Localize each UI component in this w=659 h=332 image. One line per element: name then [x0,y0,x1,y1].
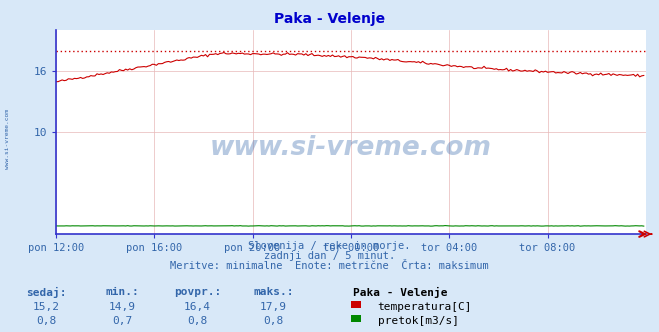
Text: sedaj:: sedaj: [26,287,67,298]
Text: Paka - Velenje: Paka - Velenje [274,12,385,26]
Text: zadnji dan / 5 minut.: zadnji dan / 5 minut. [264,251,395,261]
Text: povpr.:: povpr.: [174,287,221,297]
Text: 0,8: 0,8 [188,316,208,326]
Text: 17,9: 17,9 [260,302,287,312]
Text: www.si-vreme.com: www.si-vreme.com [210,135,492,161]
Text: 0,7: 0,7 [112,316,132,326]
Text: Meritve: minimalne  Enote: metrične  Črta: maksimum: Meritve: minimalne Enote: metrične Črta:… [170,261,489,271]
Text: Paka - Velenje: Paka - Velenje [353,287,447,298]
Text: 16,4: 16,4 [185,302,211,312]
Text: 15,2: 15,2 [33,302,59,312]
Text: maks.:: maks.: [253,287,294,297]
Text: 0,8: 0,8 [36,316,56,326]
Text: pretok[m3/s]: pretok[m3/s] [378,316,459,326]
Text: www.si-vreme.com: www.si-vreme.com [5,110,11,169]
Text: 14,9: 14,9 [109,302,135,312]
Text: temperatura[C]: temperatura[C] [378,302,472,312]
Text: Slovenija / reke in morje.: Slovenija / reke in morje. [248,241,411,251]
Text: 0,8: 0,8 [264,316,283,326]
Text: min.:: min.: [105,287,139,297]
